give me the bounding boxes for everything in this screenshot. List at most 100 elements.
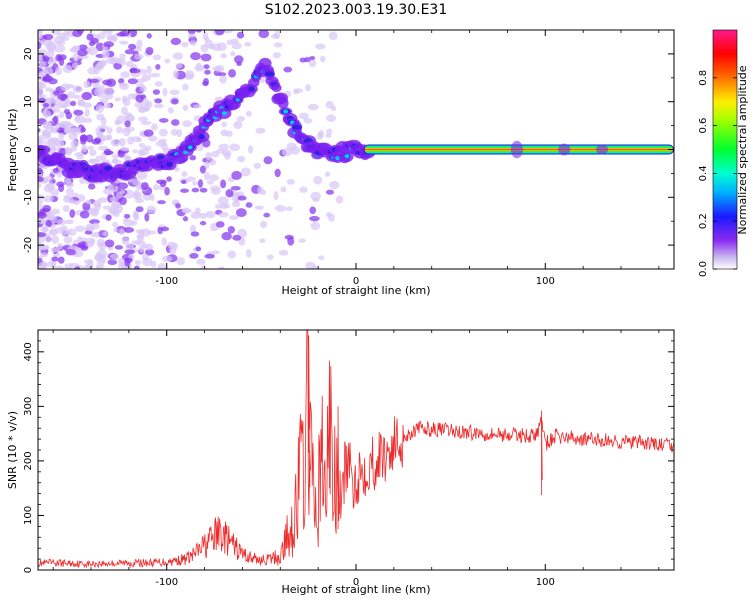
spectrogram-noise-blob <box>133 53 144 60</box>
spectrogram-noise-blob <box>190 231 200 237</box>
spectrogram-noise-blob <box>231 201 241 208</box>
spectrogram-noise-blob <box>224 152 231 160</box>
spectrogram-noise-blob <box>154 81 163 87</box>
spectrogram-noise-blob <box>59 225 68 230</box>
spectrogram-noise-blob <box>328 31 338 41</box>
spectrogram-noise-blob <box>65 249 76 256</box>
spectrogram-noise-blob <box>235 208 247 218</box>
spectrogram-noise-blob <box>164 187 170 196</box>
spectrogram-noise-blob <box>102 30 113 35</box>
spectrogram-xtick-label: 100 <box>536 276 555 287</box>
spectrogram-noise-blob <box>199 220 207 226</box>
spectrogram-ridge-blob <box>271 83 282 93</box>
spectrogram-noise-blob <box>141 228 151 237</box>
spectrogram-noise-blob <box>59 111 65 119</box>
spectrogram-noise-blob <box>74 115 86 124</box>
spectrogram-line-bump <box>596 144 609 155</box>
spectrogram-noise-blob <box>82 264 93 269</box>
spectrogram-noise-blob <box>298 238 306 243</box>
spectrogram-noise-blob <box>192 104 202 109</box>
spectrogram-noise-blob <box>96 259 106 265</box>
spectrogram-noise-blob <box>263 156 273 165</box>
spectrogram-xlabel: Height of straight line (km) <box>281 284 430 297</box>
spectrogram-noise-blob <box>51 30 61 36</box>
spectrogram-noise-blob <box>64 147 73 156</box>
spectrogram-noise-blob <box>102 188 114 195</box>
spectrogram-noise-blob <box>66 91 76 99</box>
spectrogram-noise-blob <box>273 191 279 201</box>
spectrogram-ridge-core <box>248 86 255 92</box>
spectrogram-noise-blob <box>51 235 60 244</box>
spectrogram-noise-blob <box>214 30 225 36</box>
spectrogram-noise-blob <box>98 241 106 251</box>
spectrogram-noise-blob <box>218 266 225 269</box>
spectrogram-noise-blob <box>64 266 72 269</box>
spectrogram-noise-blob <box>118 228 126 236</box>
spectrogram-noise-blob <box>52 98 62 105</box>
spectrogram-noise-blob <box>50 247 61 253</box>
spectrogram-noise-blob <box>170 37 182 46</box>
spectrogram-ridge-blob <box>278 97 289 110</box>
spectrogram-noise-blob <box>69 209 76 218</box>
spectrogram-noise-blob <box>200 264 207 269</box>
spectrogram-noise-blob <box>148 135 158 142</box>
spectrogram-noise-blob <box>91 222 100 230</box>
spectrogram-noise-blob <box>209 158 217 166</box>
spectrogram-noise-blob <box>132 212 140 219</box>
spectrogram-noise-blob <box>228 69 237 78</box>
spectrogram-noise-blob <box>119 40 129 45</box>
spectrogram-noise-blob <box>49 229 55 235</box>
spectrogram-noise-blob <box>218 211 229 218</box>
spectrogram-noise-blob <box>146 205 157 214</box>
snr-xtick-label: -100 <box>155 577 178 588</box>
spectrogram-noise-blob <box>43 110 51 119</box>
spectrogram-noise-blob <box>236 61 242 67</box>
spectrogram-noise-blob <box>171 119 180 126</box>
spectrogram-noise-blob <box>248 145 254 154</box>
spectrogram-noise-blob <box>92 82 100 89</box>
spectrogram-noise-blob <box>112 227 119 233</box>
spectrogram-noise-blob <box>205 151 212 161</box>
snr-ytick-label: 400 <box>23 342 34 361</box>
spectrogram-noise-blob <box>138 116 148 122</box>
spectrogram-ylabel: Frequency (Hz) <box>6 109 19 192</box>
spectrogram-noise-blob <box>152 89 161 95</box>
spectrogram-noise-blob <box>45 219 53 228</box>
spectrogram-noise-blob <box>237 195 247 201</box>
spectrogram-noise-blob <box>88 183 96 190</box>
spectrogram-noise-blob <box>43 129 50 134</box>
snr-xtick-label: 100 <box>536 577 555 588</box>
spectrogram-noise-blob <box>125 242 135 252</box>
spectrogram-noise-blob <box>38 203 44 210</box>
spectrogram-noise-blob <box>132 149 138 154</box>
spectrogram-noise-blob <box>78 44 88 51</box>
spectrogram-noise-blob <box>61 227 67 237</box>
spectrogram-noise-blob <box>189 252 199 259</box>
spectrogram-noise-blob <box>117 182 129 190</box>
spectrogram-noise-blob <box>106 127 113 134</box>
spectrogram-noise-blob <box>220 129 229 137</box>
spectrogram-noise-blob <box>258 30 270 39</box>
spectrogram-noise-blob <box>72 85 84 93</box>
spectrogram-noise-blob <box>233 120 243 130</box>
spectrogram-noise-blob <box>117 257 125 266</box>
spectrogram-noise-blob <box>39 252 48 258</box>
spectrogram-noise-blob <box>149 193 155 201</box>
spectrogram-noise-blob <box>228 215 239 220</box>
spectrogram-noise-blob <box>39 60 47 68</box>
spectrogram-noise-blob <box>121 95 128 103</box>
spectrogram-noise-blob <box>56 219 67 226</box>
snr-ytick-label: 300 <box>23 397 34 416</box>
spectrogram-xtick-label: -100 <box>155 276 178 287</box>
spectrogram-noise-blob <box>245 110 252 117</box>
spectrogram-noise-blob <box>75 248 84 258</box>
spectrogram-noise-blob <box>266 254 274 260</box>
spectrogram-noise-blob <box>81 92 93 101</box>
spectrogram-noise-blob <box>159 118 169 123</box>
spectrogram-noise-blob <box>70 100 77 107</box>
spectrogram-noise-blob <box>54 44 66 53</box>
spectrogram-noise-blob <box>309 206 316 215</box>
spectrogram-noise-blob <box>237 155 246 163</box>
spectrogram-noise-blob <box>123 213 131 219</box>
spectrogram-noise-blob <box>124 49 135 55</box>
